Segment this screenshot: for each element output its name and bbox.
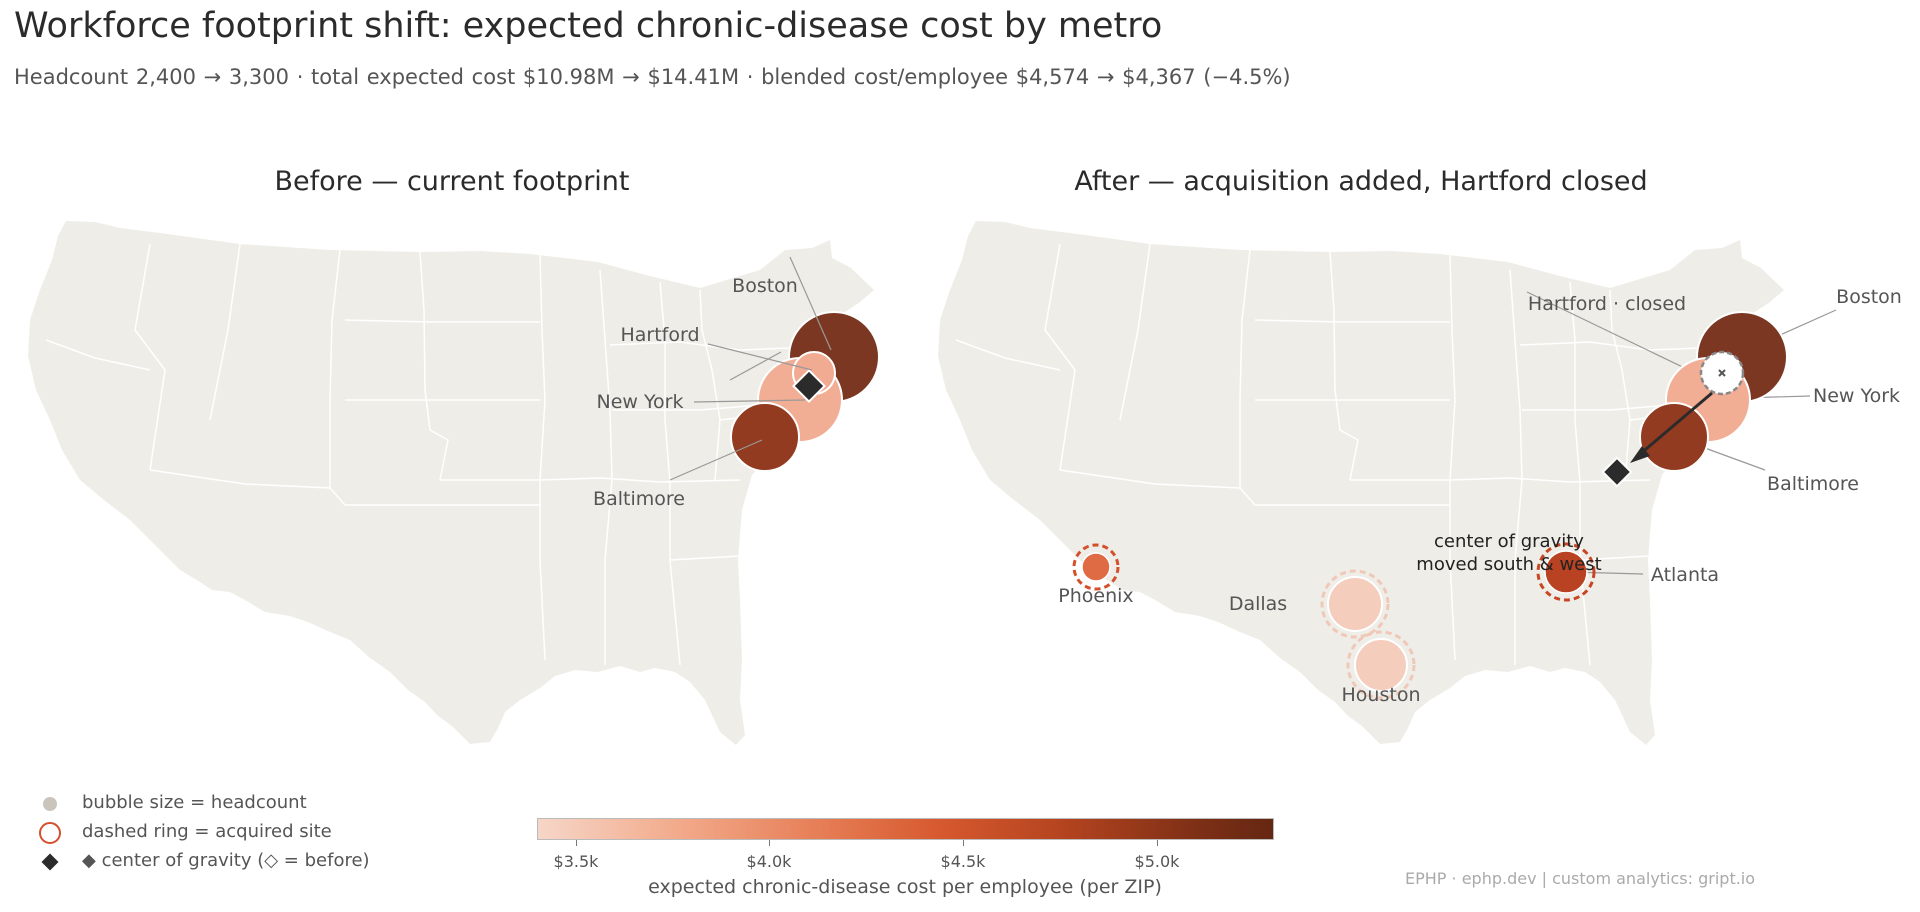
label-baltimore-after: Baltimore xyxy=(1767,473,1859,495)
hartford-closed-x-icon xyxy=(1718,369,1726,377)
after-layer: Hartford · closed Boston New York Baltim… xyxy=(1058,286,1902,706)
center-of-gravity-after xyxy=(1601,456,1633,488)
label-boston-after: Boston xyxy=(1836,286,1902,308)
label-new-york-after: New York xyxy=(1813,385,1900,407)
bubble-baltimore[interactable] xyxy=(730,402,800,472)
chart-title: Workforce footprint shift: expected chro… xyxy=(14,6,1163,46)
label-atlanta: Atlanta xyxy=(1651,564,1719,586)
panel-before-title: Before — current footprint xyxy=(274,166,630,197)
bubble-houston[interactable] xyxy=(1354,638,1408,692)
label-hartford-closed: Hartford · closed xyxy=(1528,293,1686,315)
colorbar-label: expected chronic-disease cost per employ… xyxy=(648,876,1162,898)
ring-icon xyxy=(39,822,61,844)
legend-ring-text: dashed ring = acquired site xyxy=(82,821,332,842)
basemap-before xyxy=(27,220,875,746)
label-hartford-before: Hartford xyxy=(620,324,699,346)
legend-size-text: bubble size = headcount xyxy=(82,792,307,813)
legend-gravity-text: ◆ center of gravity (◇ = before) xyxy=(82,850,370,871)
size-dot-icon xyxy=(43,797,57,811)
center-of-gravity-before xyxy=(792,369,826,403)
bubble-phoenix[interactable] xyxy=(1081,552,1111,582)
ring-houston xyxy=(1346,630,1416,700)
colorbar-tick-2: $4.0k xyxy=(746,852,792,871)
colorbar-tick-3: $4.5k xyxy=(940,852,986,871)
label-dallas: Dallas xyxy=(1229,593,1287,615)
ring-phoenix xyxy=(1072,543,1120,591)
label-new-york-before: New York xyxy=(596,391,683,413)
diamond-icon xyxy=(41,853,59,871)
label-baltimore-before: Baltimore xyxy=(593,488,685,510)
gravity-shift-arrowhead xyxy=(1630,446,1650,463)
label-phoenix: Phoenix xyxy=(1058,585,1133,607)
label-boston-before: Boston xyxy=(732,275,798,297)
before-layer: Boston Hartford New York Baltimore xyxy=(593,256,880,510)
gravity-annotation-line1: center of gravity xyxy=(1434,531,1584,552)
panel-after-title: After — acquisition added, Hartford clos… xyxy=(1074,166,1648,197)
colorbar-gradient xyxy=(537,818,1274,840)
chart-subtitle: Headcount 2,400 → 3,300 · total expected… xyxy=(14,65,1291,89)
gravity-annotation-line2: moved south & west xyxy=(1416,554,1601,575)
bubble-atlanta[interactable] xyxy=(1544,550,1588,594)
bubble-dallas[interactable] xyxy=(1327,576,1383,632)
colorbar: $3.5k $4.0k $4.5k $5.0k expected chronic… xyxy=(537,818,1274,898)
gravity-shift-arrow xyxy=(1638,391,1713,457)
ring-dallas xyxy=(1320,569,1390,639)
ring-atlanta xyxy=(1536,542,1596,602)
bubble-baltimore-after[interactable] xyxy=(1639,402,1709,472)
colorbar-tick-4: $5.0k xyxy=(1134,852,1180,871)
credit-text: EPHP · ephp.dev | custom analytics: grip… xyxy=(1405,869,1756,888)
label-houston: Houston xyxy=(1342,684,1421,706)
colorbar-tick-1: $3.5k xyxy=(553,852,599,871)
